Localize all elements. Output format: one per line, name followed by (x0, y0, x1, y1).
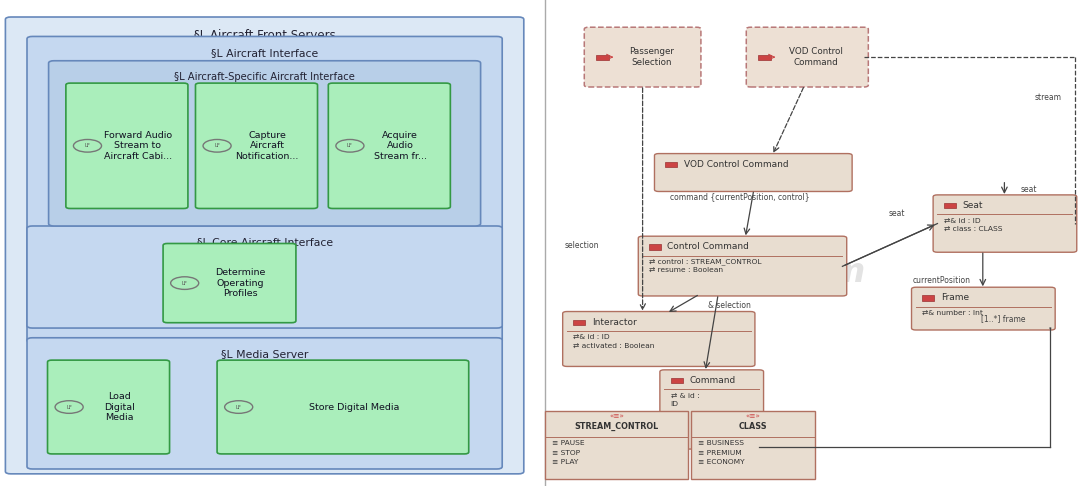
Bar (691, 411, 815, 479)
Text: ⇄ class : CLASS: ⇄ class : CLASS (944, 226, 1002, 232)
Text: ⇄& id : ID: ⇄& id : ID (944, 218, 981, 224)
Text: stream: stream (1034, 93, 1061, 102)
Text: ⇄ activated : Boolean: ⇄ activated : Boolean (573, 343, 654, 348)
Text: seat: seat (888, 209, 905, 218)
Text: & selection: & selection (708, 301, 752, 310)
Text: ⇄& number : Int: ⇄& number : Int (922, 310, 983, 316)
Text: §L Core Aircraft Interface: §L Core Aircraft Interface (197, 237, 333, 247)
Text: [1..*] frame: [1..*] frame (981, 314, 1025, 323)
Text: Interactor: Interactor (592, 318, 636, 327)
Text: STREAM_CONTROL: STREAM_CONTROL (575, 422, 659, 431)
Text: ≡ STOP: ≡ STOP (552, 450, 580, 456)
Text: LF: LF (181, 280, 188, 286)
Bar (596, 55, 609, 60)
Text: Passenger
Selection: Passenger Selection (629, 48, 674, 67)
Text: Forward Audio
Stream to
Aircraft Cabi...: Forward Audio Stream to Aircraft Cabi... (104, 131, 172, 161)
Bar (545, 411, 688, 479)
Text: LF: LF (347, 143, 353, 148)
FancyBboxPatch shape (27, 338, 502, 469)
Text: Determine
Operating
Profiles: Determine Operating Profiles (215, 268, 266, 298)
FancyBboxPatch shape (912, 287, 1055, 330)
FancyBboxPatch shape (584, 27, 701, 87)
Text: ≡ PLAY: ≡ PLAY (552, 459, 578, 465)
FancyBboxPatch shape (328, 83, 450, 208)
Text: mse.com: mse.com (700, 256, 866, 289)
Text: §L Media Server: §L Media Server (221, 349, 308, 359)
Text: ≡ PAUSE: ≡ PAUSE (552, 440, 584, 447)
FancyBboxPatch shape (638, 236, 847, 296)
Text: selection: selection (565, 241, 599, 250)
Text: «≡»: «≡» (609, 414, 624, 419)
FancyBboxPatch shape (195, 83, 318, 208)
Text: CLASS: CLASS (739, 422, 768, 431)
Text: ≡ ECONOMY: ≡ ECONOMY (698, 459, 744, 465)
Text: «≡»: «≡» (746, 414, 760, 419)
Text: VOD Control Command: VOD Control Command (684, 160, 788, 169)
Text: ⇄ resume : Boolean: ⇄ resume : Boolean (649, 267, 724, 273)
Text: ≡ PREMIUM: ≡ PREMIUM (698, 450, 742, 456)
FancyBboxPatch shape (27, 36, 502, 343)
Bar (944, 203, 956, 208)
Text: Command: Command (689, 376, 735, 385)
Text: Frame: Frame (941, 294, 969, 302)
Text: ⇄ & id :: ⇄ & id : (671, 393, 700, 399)
Bar (573, 320, 585, 325)
Text: LF: LF (84, 143, 91, 148)
Text: §L Aircraft-Specific Aircraft Interface: §L Aircraft-Specific Aircraft Interface (174, 72, 355, 82)
Text: seat: seat (1021, 185, 1038, 194)
Bar (665, 161, 677, 167)
Text: Acquire
Audio
Stream fr...: Acquire Audio Stream fr... (374, 131, 427, 161)
Bar (758, 55, 771, 60)
Text: currentPosition: currentPosition (913, 277, 971, 285)
Text: command {currentPosition, control}: command {currentPosition, control} (670, 192, 810, 201)
FancyBboxPatch shape (5, 17, 524, 474)
Text: LF: LF (66, 404, 72, 410)
FancyBboxPatch shape (49, 61, 481, 226)
Text: §L Aircraft Interface: §L Aircraft Interface (211, 48, 319, 58)
Bar (671, 378, 683, 383)
FancyBboxPatch shape (563, 312, 755, 366)
Text: ⇄ control : STREAM_CONTROL: ⇄ control : STREAM_CONTROL (649, 259, 761, 265)
FancyBboxPatch shape (654, 154, 852, 191)
Text: Load
Digital
Media: Load Digital Media (104, 392, 135, 422)
Text: §L Aircraft Front Servers: §L Aircraft Front Servers (193, 28, 336, 41)
Text: LF: LF (214, 143, 220, 148)
FancyBboxPatch shape (933, 195, 1077, 252)
FancyBboxPatch shape (48, 360, 170, 454)
Text: Seat: Seat (962, 201, 983, 210)
FancyBboxPatch shape (217, 360, 469, 454)
Text: Capture
Aircraft
Notification...: Capture Aircraft Notification... (235, 131, 299, 161)
Text: ≡ BUSINESS: ≡ BUSINESS (698, 440, 744, 447)
Text: ⇄& id : ID: ⇄& id : ID (573, 334, 610, 340)
FancyBboxPatch shape (66, 83, 188, 208)
FancyBboxPatch shape (163, 243, 296, 323)
Bar (649, 244, 661, 250)
Text: VOD Control
Command: VOD Control Command (789, 48, 842, 67)
FancyBboxPatch shape (660, 370, 764, 449)
FancyBboxPatch shape (746, 27, 868, 87)
Bar (922, 295, 934, 300)
Text: Store Digital Media: Store Digital Media (309, 402, 399, 412)
Text: LF: LF (235, 404, 242, 410)
Text: ID: ID (671, 401, 678, 407)
FancyBboxPatch shape (27, 226, 502, 328)
Text: Control Command: Control Command (667, 243, 750, 251)
